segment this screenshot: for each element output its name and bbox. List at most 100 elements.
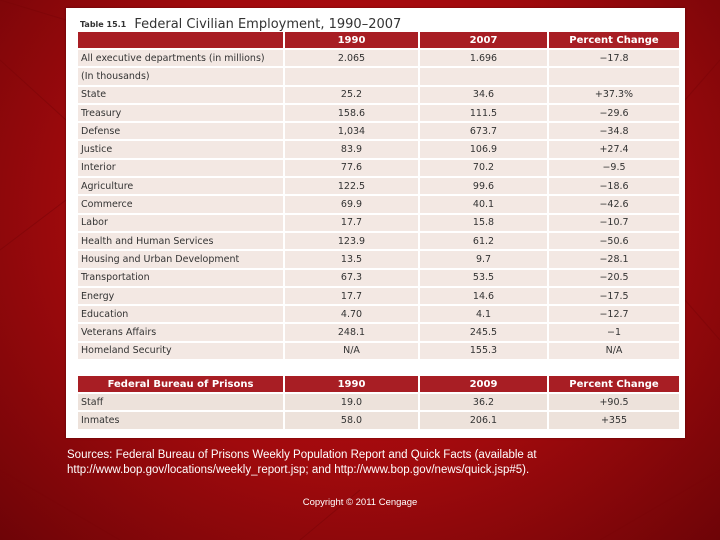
- table-number: Table 15.1: [80, 20, 127, 29]
- row-label: Veterans Affairs: [78, 324, 283, 341]
- table-row: Commerce 69.9 40.1 −42.6: [78, 196, 679, 213]
- sources-note: Sources: Federal Bureau of Prisons Weekl…: [67, 449, 537, 476]
- header-cell: 2007: [420, 32, 547, 48]
- header-cell: Percent Change: [549, 376, 679, 392]
- header-cell: 2009: [420, 376, 547, 392]
- header-cell: [78, 32, 283, 48]
- header-cell: 1990: [285, 376, 418, 392]
- cell-v1990: 19.0: [285, 394, 418, 411]
- table-row: Staff 19.0 36.2 +90.5: [78, 394, 679, 411]
- subheading: (In thousands): [78, 68, 283, 85]
- subheading-row: (In thousands): [78, 68, 679, 85]
- cell-pct: −20.5: [549, 269, 679, 286]
- row-label: Homeland Security: [78, 342, 283, 360]
- cell-pct: −1: [549, 324, 679, 341]
- row-label: Treasury: [78, 104, 283, 122]
- cell-v1990: 25.2: [285, 86, 418, 103]
- cell-pct: −12.7: [549, 306, 679, 323]
- cell-1990: 2.065: [285, 50, 418, 67]
- row-label: Defense: [78, 123, 283, 140]
- cell-pct: −10.7: [549, 214, 679, 231]
- cell-v2007: 106.9: [420, 141, 547, 158]
- cell-pct: −50.6: [549, 232, 679, 250]
- header-cell: Percent Change: [549, 32, 679, 48]
- row-label: Interior: [78, 159, 283, 177]
- cell-pct: +90.5: [549, 394, 679, 411]
- cell-v1990: 69.9: [285, 196, 418, 213]
- summary-row: All executive departments (in millions) …: [78, 50, 679, 67]
- cell-v1990: 58.0: [285, 412, 418, 429]
- row-label: Agriculture: [78, 178, 283, 195]
- table-row: Veterans Affairs 248.1 245.5 −1: [78, 324, 679, 341]
- row-label: Housing and Urban Development: [78, 251, 283, 268]
- cell-v2007: 34.6: [420, 86, 547, 103]
- row-label: Health and Human Services: [78, 232, 283, 250]
- cell-v2007: 245.5: [420, 324, 547, 341]
- cell-pct: N/A: [549, 342, 679, 360]
- cell-pct: +27.4: [549, 141, 679, 158]
- table-title: Table 15.1 Federal Civilian Employment, …: [80, 14, 401, 33]
- cell-v2007: 53.5: [420, 269, 547, 286]
- table-row: Transportation 67.3 53.5 −20.5: [78, 269, 679, 286]
- table-row: Treasury 158.6 111.5 −29.6: [78, 104, 679, 122]
- table-row: Inmates 58.0 206.1 +355: [78, 412, 679, 429]
- cell-v2007: 155.3: [420, 342, 547, 360]
- header-cell: Federal Bureau of Prisons: [78, 376, 283, 392]
- row-label: Transportation: [78, 269, 283, 286]
- row-label: Commerce: [78, 196, 283, 213]
- cell-pct: −28.1: [549, 251, 679, 268]
- row-label: Education: [78, 306, 283, 323]
- cell-v1990: 248.1: [285, 324, 418, 341]
- cell-pct: −34.8: [549, 123, 679, 140]
- table-row: Housing and Urban Development 13.5 9.7 −28.…: [78, 251, 679, 268]
- cell-percent: −17.8: [549, 50, 679, 67]
- cell-v2007: 14.6: [420, 287, 547, 305]
- cell-v2009: 206.1: [420, 412, 547, 429]
- cell-pct: −42.6: [549, 196, 679, 213]
- cell-v2007: 40.1: [420, 196, 547, 213]
- cell-v1990: 83.9: [285, 141, 418, 158]
- cell-v1990: 158.6: [285, 104, 418, 122]
- row-label: Inmates: [78, 412, 283, 429]
- table-row: Justice 83.9 106.9 +27.4: [78, 141, 679, 158]
- table-row: Education 4.70 4.1 −12.7: [78, 306, 679, 323]
- cell-v2007: 70.2: [420, 159, 547, 177]
- cell-pct: +355: [549, 412, 679, 429]
- cell-v2007: 673.7: [420, 123, 547, 140]
- cell-v2007: 9.7: [420, 251, 547, 268]
- table-row: State 25.2 34.6 +37.3%: [78, 86, 679, 103]
- row-label: Labor: [78, 214, 283, 231]
- cell-v2007: 99.6: [420, 178, 547, 195]
- copyright: Copyright © 2011 Cengage: [302, 497, 418, 508]
- table-row: Agriculture 122.5 99.6 −18.6: [78, 178, 679, 195]
- cell-v1990: 1,034: [285, 123, 418, 140]
- table-row: Defense 1,034 673.7 −34.8: [78, 123, 679, 140]
- table-row: Interior 77.6 70.2 −9.5: [78, 159, 679, 177]
- cell-v1990: 13.5: [285, 251, 418, 268]
- cell-v1990: N/A: [285, 342, 418, 360]
- header-row: 1990 2007 Percent Change: [78, 32, 679, 48]
- row-label: State: [78, 86, 283, 103]
- row-label: All executive departments (in millions): [78, 50, 283, 67]
- cell-v2007: 61.2: [420, 232, 547, 250]
- employment-table: 1990 2007 Percent Change All executive d…: [76, 30, 681, 361]
- cell-v2007: 15.8: [420, 214, 547, 231]
- cell-2007: 1.696: [420, 50, 547, 67]
- cell-v1990: 17.7: [285, 214, 418, 231]
- cell-pct: +37.3%: [549, 86, 679, 103]
- cell-pct: −29.6: [549, 104, 679, 122]
- cell-v1990: 67.3: [285, 269, 418, 286]
- table-caption: Federal Civilian Employment, 1990–2007: [134, 17, 402, 32]
- cell-pct: −18.6: [549, 178, 679, 195]
- table-card: Table 15.1 Federal Civilian Employment, …: [66, 8, 685, 438]
- cell-v1990: 17.7: [285, 287, 418, 305]
- table-row: Homeland Security N/A 155.3 N/A: [78, 342, 679, 360]
- cell-v2007: 4.1: [420, 306, 547, 323]
- table-row: Labor 17.7 15.8 −10.7: [78, 214, 679, 231]
- prisons-table: Federal Bureau of Prisons 1990 2009 Perc…: [76, 374, 681, 431]
- cell-v1990: 123.9: [285, 232, 418, 250]
- row-label: Staff: [78, 394, 283, 411]
- header-row: Federal Bureau of Prisons 1990 2009 Perc…: [78, 376, 679, 392]
- table-row: Health and Human Services 123.9 61.2 −50.6: [78, 232, 679, 250]
- cell-pct: −9.5: [549, 159, 679, 177]
